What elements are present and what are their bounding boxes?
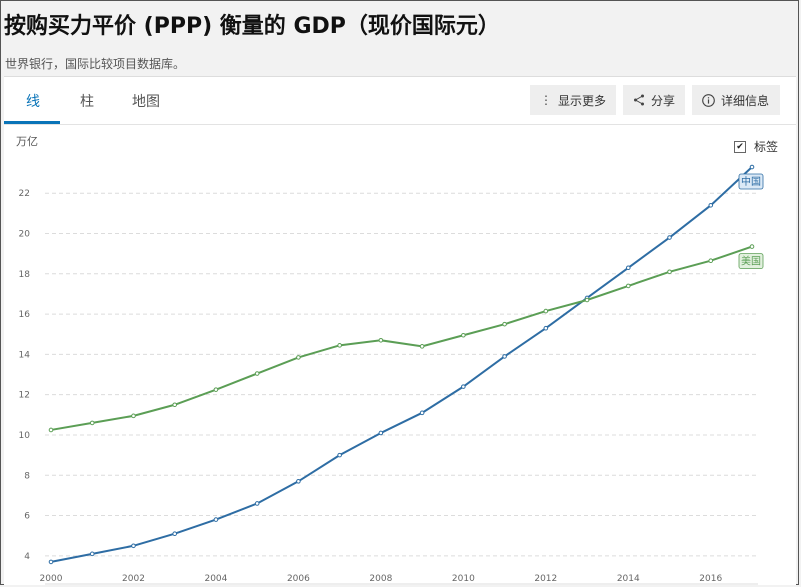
series-point <box>419 410 425 416</box>
series-point <box>131 543 136 549</box>
tab-bar: 线 柱 地图 ⋮ 显示更多 分享 详细信息 <box>4 77 796 125</box>
series-point <box>89 551 95 557</box>
labels-toggle-label: 标签 <box>754 140 779 154</box>
series-point <box>296 479 301 484</box>
x-tick-label: 2006 <box>287 574 310 584</box>
x-tick-label: 2000 <box>40 574 63 584</box>
y-axis-unit-label: 万亿 <box>16 135 38 148</box>
series-point <box>543 325 549 331</box>
page-title: 按购买力平价 (PPP) 衡量的 GDP（现价国际元） <box>4 14 500 39</box>
series-point <box>48 559 54 565</box>
series-point <box>254 501 260 506</box>
show-more-label: 显示更多 <box>558 93 607 108</box>
x-tick-label: 2004 <box>204 574 227 584</box>
y-tick-label: 22 <box>19 189 30 199</box>
series-end-label: 美国 <box>741 255 761 268</box>
series-point <box>378 430 384 436</box>
details-label: 详细信息 <box>721 93 770 108</box>
series-point <box>378 337 384 343</box>
labels-toggle[interactable]: ✔ 标签 <box>734 138 778 155</box>
y-tick-label: 18 <box>19 270 31 280</box>
series-line <box>50 166 753 563</box>
series-point <box>502 354 507 359</box>
y-tick-label: 8 <box>24 471 30 481</box>
y-tick-label: 10 <box>19 431 31 441</box>
info-icon <box>702 93 715 107</box>
x-tick-label: 2016 <box>699 574 722 584</box>
series-point <box>461 332 466 338</box>
series-point <box>213 517 219 522</box>
active-tab-indicator <box>4 121 60 124</box>
series-point <box>667 269 672 275</box>
more-vertical-icon: ⋮ <box>540 93 552 107</box>
series-point <box>48 427 54 433</box>
x-tick-label: 2010 <box>452 574 475 584</box>
x-tick-label: 2002 <box>122 574 145 584</box>
series-point <box>708 203 714 208</box>
tab-line[interactable]: 线 <box>26 94 40 110</box>
page-subtitle: 世界银行，国际比较项目数据库。 <box>5 57 186 71</box>
series-point <box>213 387 219 392</box>
series-point <box>131 413 136 419</box>
chart-panel: 线 柱 地图 ⋮ 显示更多 分享 详细信息 <box>4 76 796 585</box>
y-tick-label: 6 <box>24 512 30 522</box>
tab-bar-chart[interactable]: 柱 <box>80 94 94 110</box>
labels-checkbox[interactable]: ✔ <box>734 140 746 153</box>
series-end-label-box <box>738 253 764 270</box>
share-label: 分享 <box>651 93 676 108</box>
share-button[interactable]: 分享 <box>623 85 685 115</box>
series-point <box>749 244 755 249</box>
series-end-label: 中国 <box>741 175 761 188</box>
series-point <box>172 402 178 408</box>
x-tick-label: 2008 <box>369 574 392 584</box>
series-point <box>296 355 301 360</box>
y-tick-label: 14 <box>19 350 31 360</box>
details-button[interactable]: 详细信息 <box>692 85 780 115</box>
series-point <box>625 283 631 289</box>
y-tick-label: 4 <box>24 552 30 562</box>
series-point <box>667 235 672 240</box>
series-point <box>461 384 466 389</box>
series-end-label-box <box>738 173 764 190</box>
series-point <box>625 265 631 271</box>
share-icon <box>633 94 645 106</box>
series-point <box>502 321 507 327</box>
y-tick-label: 16 <box>19 310 31 320</box>
series-point <box>254 371 260 376</box>
series-point <box>89 420 95 426</box>
series-point <box>172 531 178 536</box>
tab-map[interactable]: 地图 <box>132 94 160 110</box>
y-tick-label: 12 <box>19 391 30 401</box>
series-point <box>337 343 342 348</box>
y-tick-label: 20 <box>19 230 31 240</box>
line-chart: 4 6 8 10 12 14 16 18 20 22 2000 2002 2004 2006 2008 201… <box>19 164 764 585</box>
series-line <box>50 245 753 431</box>
x-tick-label: 2014 <box>617 574 640 584</box>
series-point <box>419 344 425 349</box>
series-point <box>584 297 590 303</box>
series-point <box>749 164 755 170</box>
series-point <box>337 452 342 458</box>
x-tick-label: 2012 <box>534 574 557 584</box>
series-point <box>543 308 549 314</box>
show-more-button[interactable]: ⋮ 显示更多 <box>530 85 616 115</box>
series-point <box>708 258 714 264</box>
